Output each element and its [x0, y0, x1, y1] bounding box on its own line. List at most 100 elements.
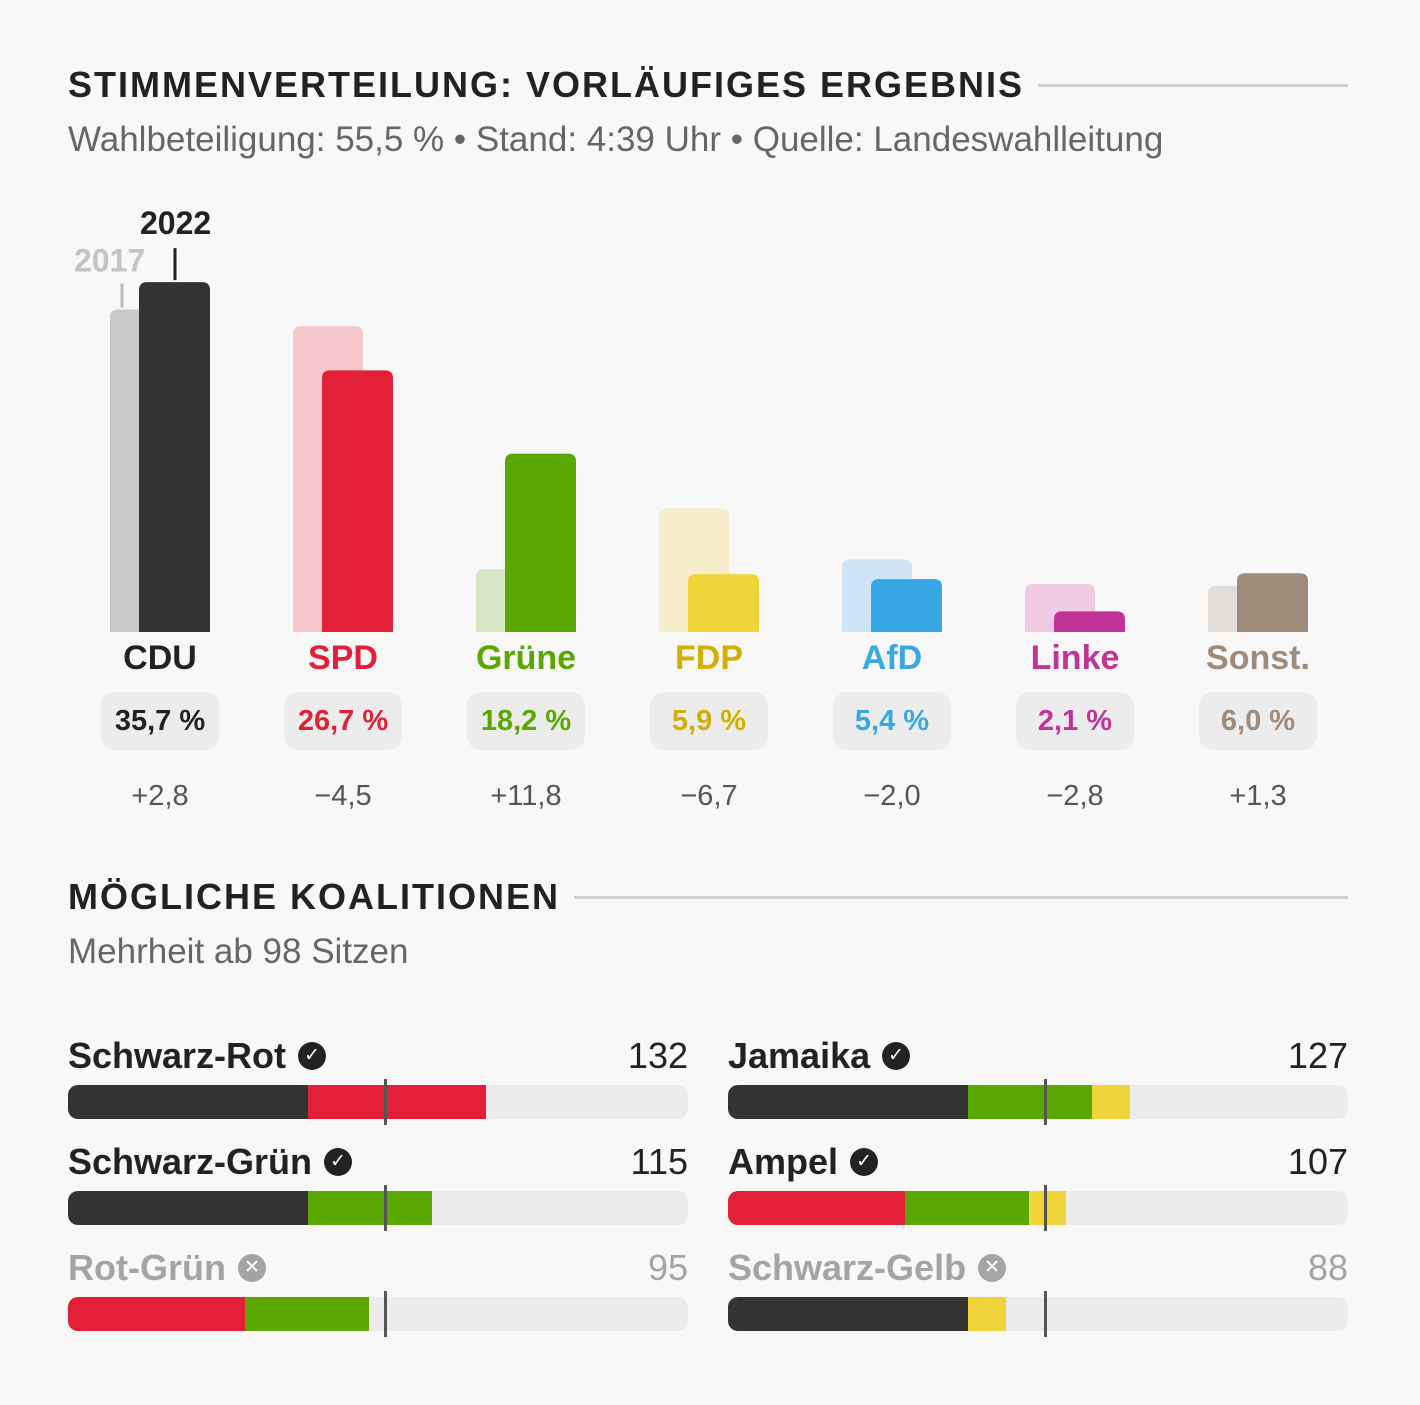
coalition-track [68, 1085, 688, 1119]
coalition-item: Jamaika ✓ 127 [728, 1032, 1348, 1125]
party-change: −2,0 [863, 780, 921, 812]
party-column: AfD 5,4 % −2,0 [802, 636, 982, 813]
coalition-segment [245, 1297, 369, 1331]
party-column: CDU 35,7 % +2,8 [70, 636, 250, 813]
bar-2022-grüne [505, 453, 576, 632]
party-change: +1,3 [1229, 780, 1287, 812]
coalition-seats: 107 [1287, 1141, 1348, 1182]
coalition-item: Schwarz-Grün ✓ 115 [68, 1138, 688, 1231]
majority-marker [384, 1185, 387, 1231]
coalition-name: Ampel ✓ [728, 1141, 879, 1183]
coalition-track [68, 1297, 688, 1331]
coalition-name-text: Jamaika [728, 1035, 871, 1076]
coalition-name: Schwarz-Grün ✓ [68, 1141, 353, 1183]
coalition-bar [728, 1185, 1348, 1231]
check-circle-icon: ✓ [850, 1148, 879, 1176]
party-name: Grüne [475, 639, 577, 677]
coalition-name: Rot-Grün ✕ [68, 1247, 266, 1289]
coalition-header: Schwarz-Rot ✓ 132 [68, 1032, 688, 1080]
party-name: Linke [1030, 639, 1120, 677]
majority-marker [1044, 1079, 1047, 1125]
coalitions-rule [574, 895, 1348, 899]
coalition-track [728, 1191, 1348, 1225]
party-share-badge: 18,2 % [467, 692, 585, 750]
x-circle-icon: ✕ [237, 1254, 266, 1282]
coalition-header: Schwarz-Gelb ✕ 88 [728, 1244, 1348, 1292]
coalition-track [68, 1191, 688, 1225]
party-share-badge: 5,4 % [833, 692, 951, 750]
majority-marker [384, 1291, 387, 1337]
bar-2022-spd [322, 370, 393, 632]
party-change: +11,8 [490, 780, 562, 812]
coalition-segment [968, 1085, 1092, 1119]
party-share-badge: 26,7 % [284, 692, 402, 750]
coalition-item: Schwarz-Gelb ✕ 88 [728, 1244, 1348, 1337]
party-change: −2,8 [1046, 780, 1104, 812]
coalition-bar [728, 1079, 1348, 1125]
party-column: Sonst. 6,0 % +1,3 [1168, 636, 1348, 813]
majority-marker [384, 1079, 387, 1125]
party-share-badge: 2,1 % [1016, 692, 1134, 750]
party-share-badge: 5,9 % [650, 692, 768, 750]
coalition-header: Ampel ✓ 107 [728, 1138, 1348, 1186]
legend-label-2017: 2017 [74, 243, 145, 279]
party-column: SPD 26,7 % −4,5 [253, 636, 433, 813]
coalition-name: Jamaika ✓ [728, 1035, 911, 1077]
coalition-segment [308, 1191, 432, 1225]
coalition-seats: 95 [647, 1247, 688, 1288]
party-change: −6,7 [680, 780, 738, 812]
check-circle-icon: ✓ [882, 1042, 911, 1070]
party-change: −4,5 [314, 780, 372, 812]
party-column: FDP 5,9 % −6,7 [619, 636, 799, 813]
coalitions-subtitle: Mehrheit ab 98 Sitzen [68, 932, 409, 971]
coalition-segment [1028, 1191, 1067, 1225]
title-rule [1038, 83, 1348, 87]
party-name: CDU [123, 639, 197, 677]
party-column: Grüne 18,2 % +11,8 [436, 636, 616, 813]
party-change: +2,8 [131, 780, 189, 812]
page-title: STIMMENVERTEILUNG: VORLÄUFIGES ERGEBNIS [68, 64, 1025, 105]
coalition-bar [68, 1079, 688, 1125]
coalitions-title: MÖGLICHE KOALITIONEN [68, 876, 560, 917]
coalition-header: Rot-Grün ✕ 95 [68, 1244, 688, 1292]
coalitions-header: MÖGLICHE KOALITIONEN [68, 876, 1348, 918]
coalition-segment [728, 1297, 969, 1331]
coalition-segment [1091, 1085, 1130, 1119]
bar-2022-cdu [139, 282, 210, 632]
coalition-segment [905, 1191, 1029, 1225]
party-column: Linke 2,1 % −2,8 [985, 636, 1165, 813]
coalition-header: Jamaika ✓ 127 [728, 1032, 1348, 1080]
majority-marker [1044, 1291, 1047, 1337]
coalition-segment [308, 1085, 486, 1119]
coalition-segment [968, 1297, 1007, 1331]
coalition-name-text: Schwarz-Gelb [728, 1247, 967, 1288]
coalition-seats: 88 [1307, 1247, 1348, 1288]
bar-2022-sonst [1237, 573, 1308, 632]
coalition-segment [728, 1191, 906, 1225]
x-circle-icon: ✕ [978, 1254, 1007, 1282]
bar-2022-afd [871, 579, 942, 632]
party-share-badge: 35,7 % [101, 692, 219, 750]
legend-label-2022: 2022 [140, 205, 211, 241]
coalition-bar [728, 1291, 1348, 1337]
party-share-badge: 6,0 % [1199, 692, 1317, 750]
party-name: AfD [861, 639, 923, 677]
majority-marker [1044, 1185, 1047, 1231]
coalition-name-text: Schwarz-Rot [68, 1035, 287, 1076]
coalition-item: Schwarz-Rot ✓ 132 [68, 1032, 688, 1125]
coalition-segment [68, 1191, 309, 1225]
results-subtitle: Wahlbeteiligung: 55,5 % • Stand: 4:39 Uh… [68, 120, 1164, 159]
coalition-segment [728, 1085, 969, 1119]
coalition-name-text: Ampel [728, 1141, 839, 1182]
coalition-track [728, 1085, 1348, 1119]
coalition-name: Schwarz-Rot ✓ [68, 1035, 327, 1077]
coalition-seats: 127 [1287, 1035, 1348, 1076]
bar-2022-linke [1054, 611, 1125, 632]
coalition-item: Rot-Grün ✕ 95 [68, 1244, 688, 1337]
coalition-name: Schwarz-Gelb ✕ [728, 1247, 1007, 1289]
party-name: FDP [675, 639, 743, 677]
coalition-item: Ampel ✓ 107 [728, 1138, 1348, 1231]
party-name: SPD [308, 639, 378, 677]
coalition-segment [68, 1297, 246, 1331]
